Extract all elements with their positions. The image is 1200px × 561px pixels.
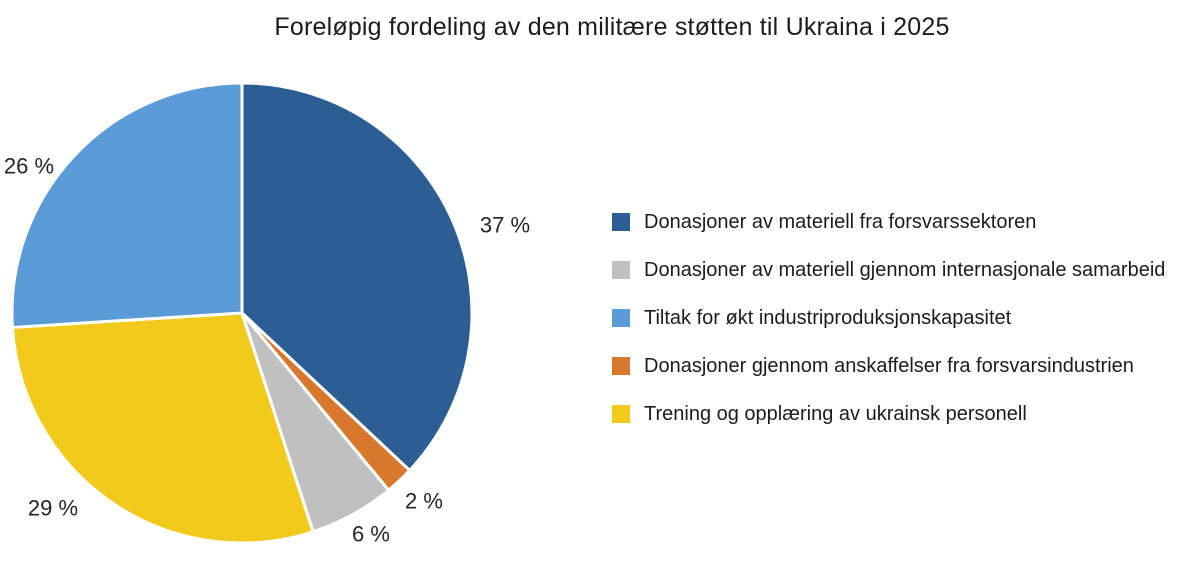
legend-swatch [612, 261, 630, 279]
pie-slice-0 [240, 81, 474, 472]
legend-swatch [612, 309, 630, 327]
chart-title: Foreløpig fordeling av den militære støt… [274, 13, 950, 41]
legend-label: Donasjoner gjennom anskaffelser fra fors… [644, 354, 1134, 377]
legend-label: Tiltak for økt industriproduksjonskapasi… [644, 306, 1012, 329]
legend-item-0: Donasjoner av materiell fra forsvarssekt… [612, 198, 1165, 246]
pie-slice-value-label: 37 % [480, 213, 530, 238]
pie-slice-value-label: 26 % [4, 154, 54, 179]
pie-slice-value-label: 6 % [352, 522, 390, 547]
legend-label: Donasjoner av materiell gjennom internas… [644, 258, 1166, 281]
legend: Donasjoner av materiell fra forsvarssekt… [612, 198, 1165, 438]
legend-swatch [612, 213, 630, 231]
pie-slice-3 [10, 311, 315, 545]
legend-item-2: Tiltak for økt industriproduksjonskapasi… [612, 294, 1165, 342]
legend-label: Trening og opplæring av ukrainsk persone… [644, 402, 1027, 425]
legend-label: Donasjoner av materiell fra forsvarssekt… [644, 210, 1037, 233]
legend-item-3: Donasjoner gjennom anskaffelser fra fors… [612, 342, 1165, 390]
legend-swatch [612, 357, 630, 375]
pie-slice-4 [10, 81, 244, 329]
pie-slice-value-label: 2 % [405, 489, 443, 514]
pie-slice-value-label: 29 % [28, 496, 78, 521]
legend-item-1: Donasjoner av materiell gjennom internas… [612, 246, 1165, 294]
legend-swatch [612, 405, 630, 423]
legend-item-4: Trening og opplæring av ukrainsk persone… [612, 390, 1165, 438]
